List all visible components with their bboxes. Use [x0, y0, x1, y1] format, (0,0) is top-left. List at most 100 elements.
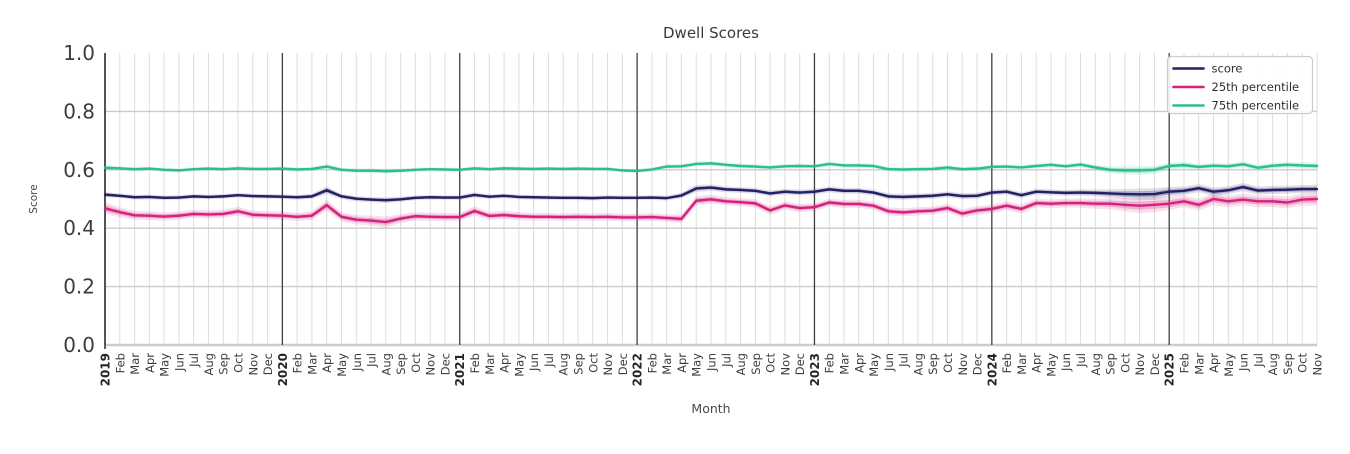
x-tick-label: Oct [409, 353, 423, 373]
x-tick-label: Dec [793, 353, 807, 375]
x-tick-label: Mar [838, 353, 852, 375]
x-tick-label: Sep [1104, 353, 1118, 375]
x-tick-label: Apr [675, 353, 689, 373]
x-tick-label: Dec [971, 353, 985, 375]
x-tick-label: Nov [956, 353, 970, 376]
x-tick-label: Oct [764, 353, 778, 373]
x-tick-label: May [867, 353, 881, 377]
x-tick-label: Jun [1059, 353, 1073, 372]
confidence-band [105, 192, 1317, 228]
x-tick-label: Dec [261, 353, 275, 375]
x-tick-label: Mar [1015, 353, 1029, 375]
x-tick-label: Feb [113, 353, 127, 373]
y-tick-label: 0.0 [63, 333, 95, 357]
x-tick-label: 2021 [453, 353, 467, 386]
x-tick-label: Dec [1148, 353, 1162, 375]
x-tick-label: Sep [394, 353, 408, 375]
x-tick-label: Mar [483, 353, 497, 375]
x-tick-label: Jul [897, 353, 911, 368]
x-tick-label: Jun [172, 353, 186, 372]
x-tick-label: Jul [1251, 353, 1265, 368]
x-tick-label: 2022 [631, 353, 645, 386]
x-tick-label: Jun [705, 353, 719, 372]
x-tick-label: Jul [187, 353, 201, 368]
x-tick-label: Mar [1192, 353, 1206, 375]
series-line [103, 162, 1319, 173]
x-tick-label: 2024 [985, 353, 999, 386]
x-tick-label: Nov [424, 353, 438, 376]
x-tick-label: Aug [202, 353, 216, 375]
x-tick-label: Jul [1074, 353, 1088, 368]
x-tick-label: Oct [1296, 353, 1310, 373]
x-tick-label: Oct [941, 353, 955, 373]
y-tick-label: 0.6 [63, 158, 95, 182]
x-tick-label: Apr [1030, 353, 1044, 373]
x-tick-label: Aug [379, 353, 393, 375]
y-tick-label: 0.8 [63, 99, 95, 123]
x-tick-label: Jun [882, 353, 896, 372]
x-tick-label: 2020 [276, 353, 290, 386]
x-tick-label: Mar [660, 353, 674, 375]
x-tick-label: Nov [778, 353, 792, 376]
x-tick-label: Aug [557, 353, 571, 375]
x-tick-label: Apr [320, 353, 334, 373]
x-tick-label: Apr [852, 353, 866, 373]
x-tick-label: May [1044, 353, 1058, 377]
x-tick-label: Sep [749, 353, 763, 375]
x-tick-label: May [1222, 353, 1236, 377]
x-tick-label: Aug [1089, 353, 1103, 375]
y-tick-label: 0.2 [63, 275, 95, 299]
legend-box [1166, 55, 1314, 115]
x-tick-label: Dec [616, 353, 630, 375]
x-tick-label: Sep [571, 353, 585, 375]
x-tick-label: May [158, 353, 172, 377]
series-line [103, 185, 1319, 202]
x-tick-label: Jun [1237, 353, 1251, 372]
x-tick-label: Apr [1207, 353, 1221, 373]
x-tick-label: Aug [911, 353, 925, 375]
x-tick-label: Aug [734, 353, 748, 375]
x-tick-label: Nov [1133, 353, 1147, 376]
x-tick-label: May [335, 353, 349, 377]
x-tick-label: May [512, 353, 526, 377]
x-tick-label: Sep [926, 353, 940, 375]
x-tick-label: Sep [1281, 353, 1295, 375]
x-tick-label: Feb [1177, 353, 1191, 373]
x-tick-label: Apr [143, 353, 157, 373]
legend-label: score [1212, 62, 1243, 76]
x-tick-label: Mar [128, 353, 142, 375]
y-axis-label: Score [28, 184, 40, 213]
chart-title: Dwell Scores [663, 24, 759, 42]
x-tick-label: Feb [468, 353, 482, 373]
x-tick-label: 2019 [99, 353, 113, 386]
x-tick-label: May [690, 353, 704, 377]
x-tick-label: Jul [542, 353, 556, 368]
legend-label: 25th percentile [1212, 80, 1300, 94]
x-tick-label: Feb [1000, 353, 1014, 373]
x-tick-label: Nov [1311, 353, 1325, 376]
x-tick-label: Jul [719, 353, 733, 368]
x-tick-label: 2023 [808, 353, 822, 386]
y-tick-label: 1.0 [63, 41, 95, 65]
x-tick-label: Nov [246, 353, 260, 376]
x-tick-label: Sep [217, 353, 231, 375]
series-line [103, 197, 1319, 224]
x-tick-label: Jun [527, 353, 541, 372]
x-tick-label: Apr [498, 353, 512, 373]
x-tick-label: Dec [438, 353, 452, 375]
x-tick-label: Nov [601, 353, 615, 376]
x-tick-label: Aug [1266, 353, 1280, 375]
x-tick-label: Jun [350, 353, 364, 372]
x-tick-label: Oct [232, 353, 246, 373]
y-tick-label: 0.4 [63, 216, 95, 240]
x-tick-label: Feb [823, 353, 837, 373]
x-tick-label: Oct [1118, 353, 1132, 373]
x-tick-label: Mar [305, 353, 319, 375]
x-tick-label: Feb [645, 353, 659, 373]
x-axis-label: Month [691, 401, 730, 416]
x-tick-label: Jul [365, 353, 379, 368]
x-tick-label: Feb [291, 353, 305, 373]
x-tick-label: Oct [586, 353, 600, 373]
